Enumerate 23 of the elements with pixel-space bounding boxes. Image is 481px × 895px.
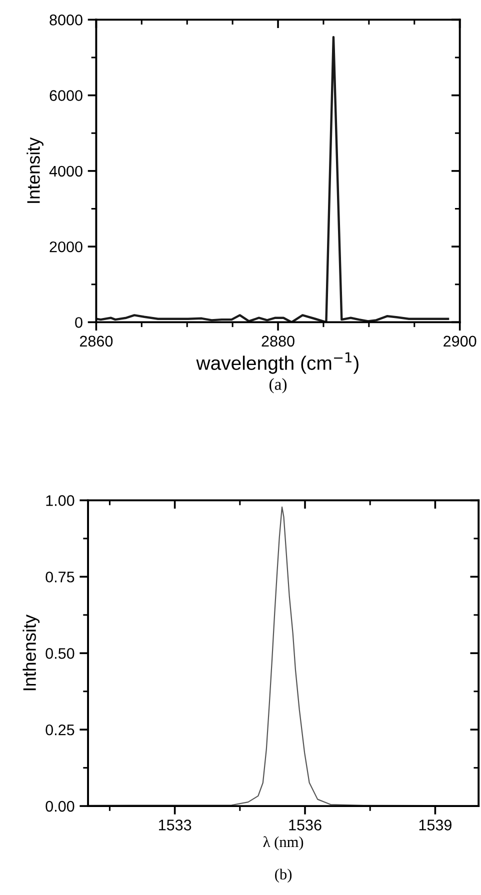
y-tick-label: 0.50 — [46, 648, 74, 659]
x-axis-title: wavelength (cm$^{−1}$) — [196, 352, 358, 374]
x-tick-label: 2860 — [80, 336, 113, 347]
y-tick-label: 0.25 — [46, 724, 74, 736]
x-tick-label: 1533 — [158, 820, 192, 830]
x-tick-label: 1536 — [289, 820, 322, 830]
x-tick-label: 1539 — [419, 820, 452, 830]
x-axis-title: λ (nm) — [263, 836, 304, 850]
y-axis-title: Inthensity — [22, 614, 40, 690]
y-tick-label: 0.75 — [46, 572, 74, 582]
line-series — [96, 36, 450, 322]
y-tick-label: 6000 — [50, 90, 82, 102]
text: (a) — [270, 378, 287, 394]
text: (b) — [275, 868, 292, 883]
x-tick-label: 2880 — [262, 336, 294, 347]
x-tick-label: 2900 — [444, 336, 476, 347]
y-tick-label: 2000 — [50, 241, 82, 252]
y-tick-label: 8000 — [50, 14, 82, 26]
y-tick-label: 1.00 — [46, 495, 74, 506]
y-tick-label: 0.00 — [46, 800, 74, 812]
y-tick-label: 4000 — [49, 166, 82, 177]
y-tick-label: 0 — [75, 317, 82, 328]
y-axis-title: Intensity — [26, 137, 44, 203]
